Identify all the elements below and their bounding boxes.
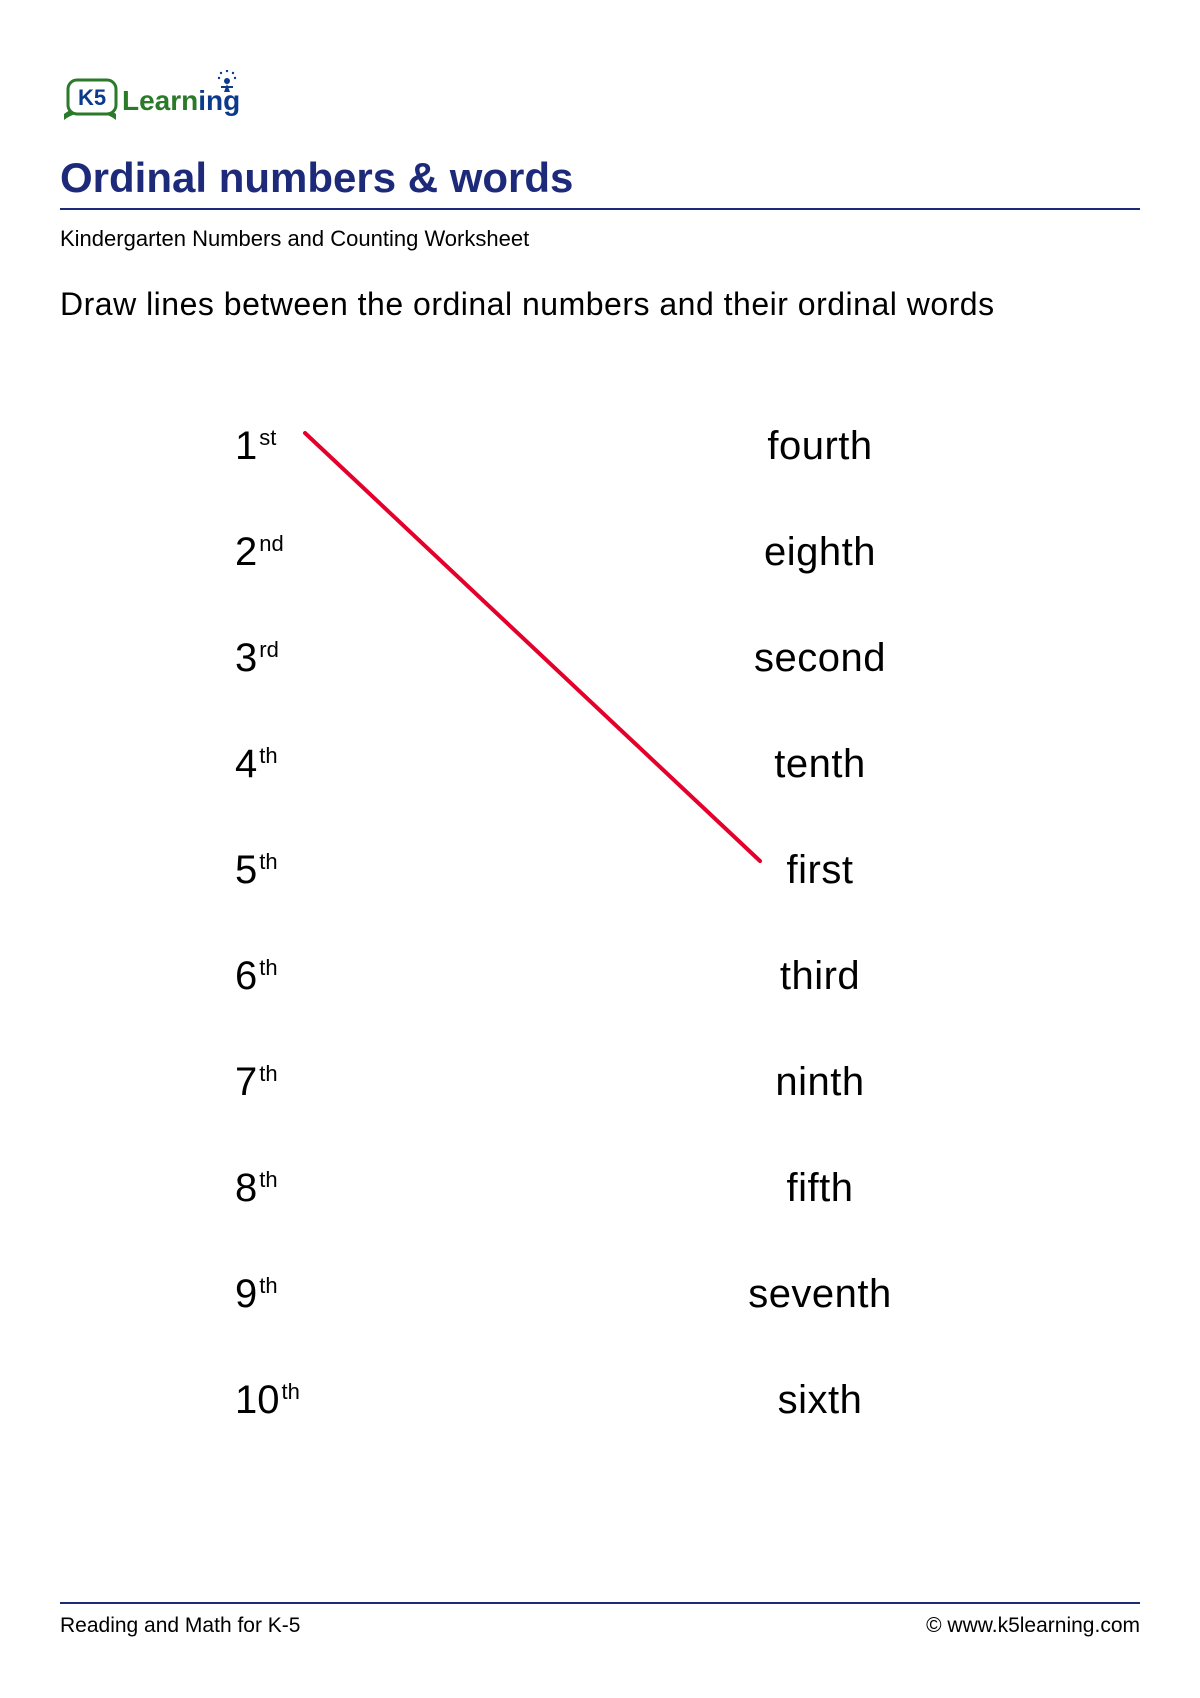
ordinal-number-item: 5th: [235, 817, 278, 923]
ordinal-word-item: seventh: [748, 1241, 892, 1347]
ordinal-suffix: th: [259, 1167, 277, 1193]
matching-area: 1st2nd3rd4th5th6th7th8th9th10th fourthei…: [60, 393, 1140, 1453]
footer-right-text: © www.k5learning.com: [926, 1614, 1140, 1638]
ordinal-suffix: th: [259, 1061, 277, 1087]
ordinal-word-item: first: [787, 817, 854, 923]
ordinal-numbers-column: 1st2nd3rd4th5th6th7th8th9th10th: [235, 393, 435, 1453]
ordinal-word-item: third: [780, 923, 860, 1029]
ordinal-suffix: th: [259, 955, 277, 981]
ordinal-number: 8: [235, 1166, 257, 1211]
ordinal-suffix: th: [259, 849, 277, 875]
ordinal-word-item: fifth: [787, 1135, 854, 1241]
ordinal-number: 4: [235, 742, 257, 787]
ordinal-word-item: fourth: [767, 393, 872, 499]
svg-text:Learning: Learning: [122, 85, 240, 116]
worksheet-page: K5 Learning Ordinal numbers & words Kind…: [0, 0, 1200, 1698]
ordinal-number-item: 8th: [235, 1135, 278, 1241]
instruction-text: Draw lines between the ordinal numbers a…: [60, 286, 1140, 323]
footer-rule: [60, 1602, 1140, 1604]
ordinal-word-item: tenth: [774, 711, 865, 817]
ordinal-words-column: fourtheighthsecondtenthfirstthirdninthfi…: [620, 393, 1020, 1453]
logo: K5 Learning: [60, 70, 1140, 134]
ordinal-suffix: th: [282, 1379, 300, 1405]
ordinal-suffix: rd: [259, 637, 279, 663]
ordinal-number: 10: [235, 1378, 280, 1423]
ordinal-suffix: th: [259, 743, 277, 769]
ordinal-suffix: st: [259, 425, 276, 451]
title-rule: [60, 208, 1140, 210]
k5-learning-logo: K5 Learning: [60, 70, 300, 134]
ordinal-number-item: 7th: [235, 1029, 278, 1135]
ordinal-number-item: 1st: [235, 393, 276, 499]
ordinal-number-item: 6th: [235, 923, 278, 1029]
ordinal-number: 5: [235, 848, 257, 893]
ordinal-word-item: second: [754, 605, 886, 711]
ordinal-number: 9: [235, 1272, 257, 1317]
ordinal-word-item: eighth: [764, 499, 876, 605]
ordinal-number-item: 4th: [235, 711, 278, 817]
ordinal-number: 6: [235, 954, 257, 999]
ordinal-suffix: nd: [259, 531, 283, 557]
ordinal-suffix: th: [259, 1273, 277, 1299]
ordinal-number-item: 10th: [235, 1347, 300, 1453]
ordinal-number: 7: [235, 1060, 257, 1105]
ordinal-number-item: 2nd: [235, 499, 284, 605]
page-footer: Reading and Math for K-5 © www.k5learnin…: [60, 1602, 1140, 1638]
ordinal-number-item: 9th: [235, 1241, 278, 1347]
ordinal-number: 2: [235, 530, 257, 575]
worksheet-subtitle: Kindergarten Numbers and Counting Worksh…: [60, 226, 1140, 252]
ordinal-number-item: 3rd: [235, 605, 279, 711]
ordinal-word-item: sixth: [778, 1347, 863, 1453]
ordinal-word-item: ninth: [775, 1029, 864, 1135]
ordinal-number: 1: [235, 424, 257, 469]
footer-left-text: Reading and Math for K-5: [60, 1614, 300, 1638]
page-title: Ordinal numbers & words: [60, 154, 1140, 202]
ordinal-number: 3: [235, 636, 257, 681]
svg-text:K5: K5: [78, 85, 106, 110]
